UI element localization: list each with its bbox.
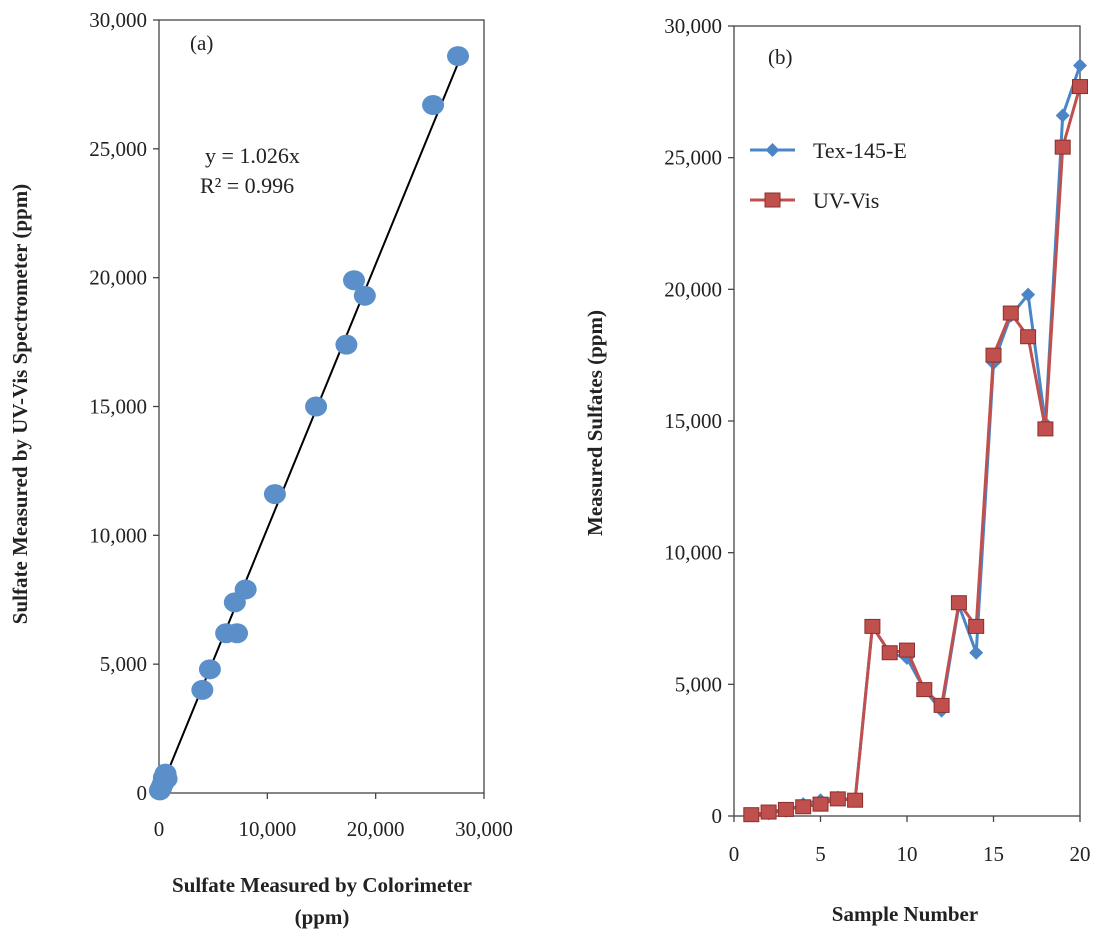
- y-tick-label: 5,000: [675, 672, 722, 696]
- series-tex-145-e: [744, 58, 1087, 822]
- scatter-point: [198, 659, 221, 680]
- x-tick-label: 20,000: [347, 817, 405, 841]
- plot-frame-b: [733, 25, 1081, 817]
- series-lines: [743, 58, 1088, 823]
- y-tick-label: 10,000: [664, 541, 722, 565]
- square-marker: [1054, 139, 1071, 155]
- square-marker: [985, 347, 1002, 363]
- y-axis-title-b: Measured Sulfates (ppm): [583, 310, 607, 536]
- y-tick-label: 30,000: [89, 8, 147, 32]
- square-marker: [1002, 305, 1019, 321]
- x-axis-title-b: Sample Number: [832, 902, 978, 926]
- y-tick-label: 0: [137, 781, 148, 805]
- y-tick-label: 0: [712, 804, 723, 828]
- x-axis-b: 0 5 10 15 20: [729, 816, 1091, 866]
- y-tick-label: 25,000: [89, 137, 147, 161]
- x-tick-label: 15: [983, 842, 1004, 866]
- scatter-point: [422, 95, 445, 116]
- x-axis-title-a-line2: (ppm): [295, 905, 350, 929]
- square-marker: [1020, 329, 1037, 345]
- square-marker: [760, 804, 777, 820]
- square-marker: [881, 645, 898, 661]
- y-tick-label: 20,000: [89, 266, 147, 290]
- x-axis-title-a-line1: Sulfate Measured by Colorimeter: [172, 873, 472, 897]
- diamond-marker: [1055, 108, 1070, 123]
- line-chart-b: 0 5,000 10,000 15,000 20,000 25,000 30,000 0 5 1…: [583, 14, 1091, 926]
- y-tick-label: 30,000: [664, 14, 722, 38]
- square-marker: [812, 796, 829, 812]
- series-uv-vis: [743, 79, 1088, 823]
- x-tick-label: 10,000: [238, 817, 296, 841]
- square-marker: [1072, 79, 1088, 95]
- scatter-point: [447, 46, 469, 67]
- y-tick-label: 15,000: [89, 395, 147, 419]
- scatter-point: [353, 285, 376, 306]
- x-tick-label: 20: [1070, 842, 1091, 866]
- y-tick-label: 5,000: [100, 652, 147, 676]
- square-marker: [829, 791, 846, 807]
- scatter-point: [155, 768, 178, 789]
- diamond-marker: [969, 645, 984, 660]
- y-tick-label: 20,000: [664, 277, 722, 301]
- legend-diamond-marker: [765, 143, 780, 157]
- scatter-point: [234, 579, 257, 600]
- legend-label-uv-vis: UV-Vis: [813, 188, 879, 213]
- legend-square-marker: [764, 192, 781, 208]
- y-tick-label: 10,000: [89, 523, 147, 547]
- x-tick-label: 30,000: [455, 817, 513, 841]
- x-tick-label: 0: [154, 817, 165, 841]
- y-axis-a: 0 5,000 10,000 15,000 20,000 25,000 30,000: [89, 8, 159, 805]
- panel-label-a: (a): [190, 31, 213, 55]
- series-line-tex-145-e: [751, 65, 1082, 817]
- square-marker: [950, 595, 967, 611]
- x-tick-label: 0: [729, 842, 740, 866]
- diamond-marker: [1021, 287, 1036, 302]
- scatter-point: [191, 679, 214, 700]
- r-squared-label: R² = 0.996: [200, 173, 294, 198]
- panel-label-b: (b): [768, 45, 793, 69]
- square-marker: [916, 682, 933, 698]
- legend: Tex-145-E UV-Vis: [750, 138, 907, 213]
- y-tick-label: 15,000: [664, 409, 722, 433]
- x-tick-label: 10: [897, 842, 918, 866]
- square-marker: [795, 799, 812, 815]
- y-tick-label: 25,000: [664, 146, 722, 170]
- square-marker: [968, 618, 985, 634]
- scatter-point: [263, 484, 286, 505]
- square-marker: [1037, 421, 1054, 437]
- square-marker: [743, 807, 760, 823]
- trendline-equation: y = 1.026x: [205, 143, 300, 168]
- series-line-uv-vis: [751, 86, 1082, 817]
- square-marker: [847, 792, 864, 808]
- scatter-point: [343, 270, 365, 291]
- x-tick-label: 5: [815, 842, 826, 866]
- scatter-point: [335, 334, 358, 355]
- legend-item-uv-vis: UV-Vis: [750, 188, 879, 213]
- square-marker: [933, 697, 950, 713]
- square-marker: [864, 618, 881, 634]
- data-points-a: [148, 46, 469, 801]
- scatter-chart-a: 0 5,000 10,000 15,000 20,000 25,000 30,000 0 10…: [8, 8, 513, 929]
- legend-item-tex-145-e: Tex-145-E: [750, 138, 907, 163]
- scatter-point: [305, 396, 328, 417]
- x-axis-a: 0 10,000 20,000 30,000: [154, 793, 513, 841]
- y-axis-title-a: Sulfate Measured by UV-Vis Spectrometer …: [8, 184, 32, 624]
- y-axis-b: 0 5,000 10,000 15,000 20,000 25,000 30,000: [664, 14, 734, 828]
- legend-label-tex-145-e: Tex-145-E: [813, 138, 907, 163]
- square-marker: [777, 801, 794, 817]
- diamond-marker: [1073, 58, 1087, 73]
- scatter-point: [226, 623, 248, 644]
- square-marker: [899, 642, 915, 658]
